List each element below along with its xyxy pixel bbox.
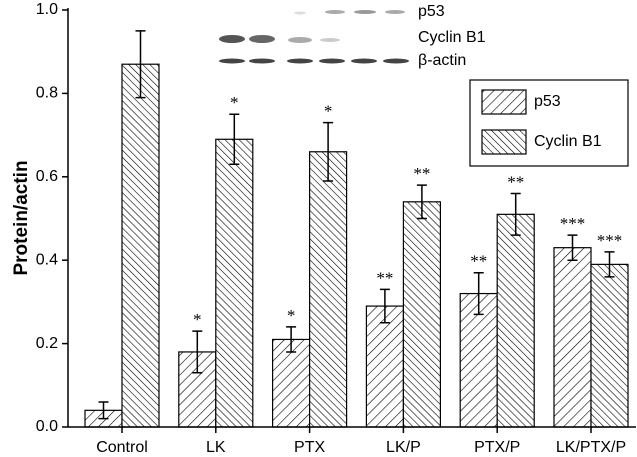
error-bar bbox=[473, 271, 484, 316]
bar bbox=[496, 213, 535, 428]
blot-label: β-actin bbox=[418, 52, 466, 69]
bar bbox=[402, 201, 441, 428]
significance-label: ** bbox=[507, 172, 524, 191]
y-tick-label: 0.6 bbox=[36, 168, 58, 185]
error-bar bbox=[323, 121, 334, 182]
x-tick-label: Control bbox=[96, 439, 148, 456]
bar bbox=[215, 138, 254, 428]
bar bbox=[121, 63, 160, 428]
x-tick-label: PTX/P bbox=[474, 439, 520, 456]
bar bbox=[553, 247, 592, 428]
bar bbox=[272, 338, 311, 428]
significance-label: ** bbox=[470, 252, 487, 271]
error-bar bbox=[510, 192, 521, 236]
significance-label: *** bbox=[560, 214, 586, 233]
x-tick-label: LK/PTX/P bbox=[556, 439, 626, 456]
bar bbox=[590, 263, 629, 428]
legend-label: Cyclin B1 bbox=[534, 133, 602, 150]
error-bar bbox=[192, 330, 203, 374]
significance-label: ** bbox=[413, 164, 430, 183]
x-tick-label: LK bbox=[206, 439, 226, 456]
blot-label: p53 bbox=[418, 3, 445, 20]
blot: p53 Cyclin B1 β-actin bbox=[219, 3, 486, 69]
error-bar bbox=[229, 113, 240, 166]
significance-label: ** bbox=[376, 268, 393, 287]
error-bar bbox=[379, 288, 390, 324]
significance-label: * bbox=[230, 93, 239, 112]
y-tick-label: 0.0 bbox=[36, 418, 58, 435]
y-tick-label: 1.0 bbox=[36, 1, 58, 18]
error-bar bbox=[567, 234, 578, 261]
legend-swatch bbox=[481, 129, 527, 155]
legend-label: p53 bbox=[534, 93, 561, 110]
bar bbox=[309, 151, 348, 428]
error-bar bbox=[416, 184, 427, 220]
error-bar bbox=[98, 401, 109, 420]
blot-label: Cyclin B1 bbox=[418, 29, 486, 46]
error-bar bbox=[286, 326, 297, 353]
y-tick-label: 0.8 bbox=[36, 85, 58, 102]
significance-label: * bbox=[324, 101, 333, 120]
bar bbox=[365, 305, 404, 428]
y-axis-label: Protein/actin bbox=[11, 160, 32, 275]
x-tick-label: PTX bbox=[294, 439, 325, 456]
error-bar bbox=[135, 30, 146, 99]
y-tick-label: 0.2 bbox=[36, 335, 58, 352]
x-tick-label: LK/P bbox=[386, 439, 421, 456]
significance-label: * bbox=[287, 306, 296, 325]
legend-swatch bbox=[481, 89, 527, 115]
error-bar bbox=[604, 251, 615, 278]
significance-label: * bbox=[193, 310, 202, 329]
y-tick-label: 0.4 bbox=[36, 251, 58, 268]
significance-label: *** bbox=[597, 231, 623, 250]
